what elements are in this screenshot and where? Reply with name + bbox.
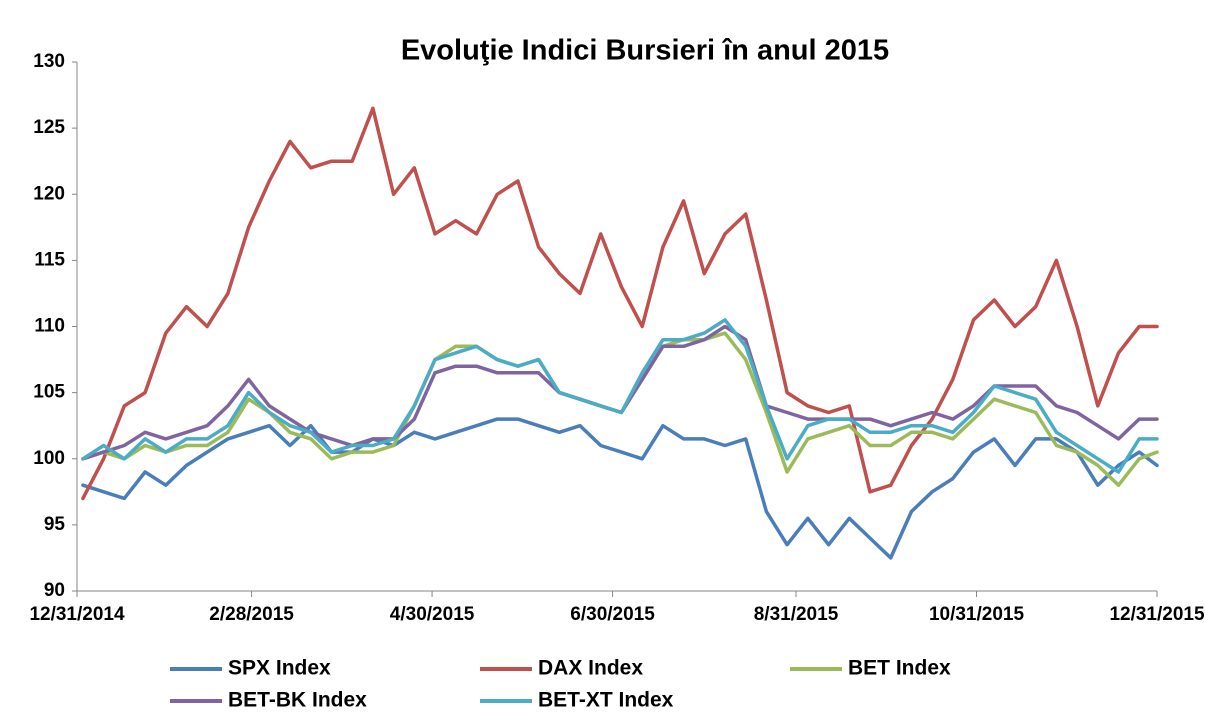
y-tick-label: 125	[33, 117, 65, 138]
x-tick-label: 12/31/2014	[29, 604, 125, 625]
x-tick-label: 12/31/2015	[1109, 604, 1205, 625]
y-tick-label: 90	[44, 580, 65, 601]
legend-label: DAX Index	[538, 657, 643, 680]
y-tick-label: 115	[34, 249, 65, 270]
chart-title: Evoluţie Indici Bursieri în anul 2015	[401, 35, 889, 67]
x-tick-label: 10/31/2015	[929, 604, 1025, 625]
x-tick-label: 2/28/2015	[209, 604, 294, 625]
x-tick-label: 8/31/2015	[754, 604, 839, 625]
y-tick-label: 95	[44, 514, 66, 535]
legend-label: BET-XT Index	[538, 689, 674, 712]
legend-label: BET Index	[848, 657, 951, 680]
y-tick-label: 100	[33, 448, 65, 469]
y-tick-label: 105	[33, 382, 65, 403]
x-tick-label: 6/30/2015	[570, 604, 655, 625]
series-line	[81, 417, 1159, 560]
x-tick-label: 4/30/2015	[390, 604, 475, 625]
y-tick-label: 120	[33, 183, 65, 204]
y-tick-label: 110	[34, 316, 65, 337]
series-line	[81, 331, 1159, 487]
legend-label: SPX Index	[228, 657, 331, 680]
legend-label: BET-BK Index	[228, 689, 367, 712]
series-line	[81, 106, 1159, 501]
series-line	[81, 318, 1159, 474]
y-tick-label: 130	[33, 51, 65, 72]
